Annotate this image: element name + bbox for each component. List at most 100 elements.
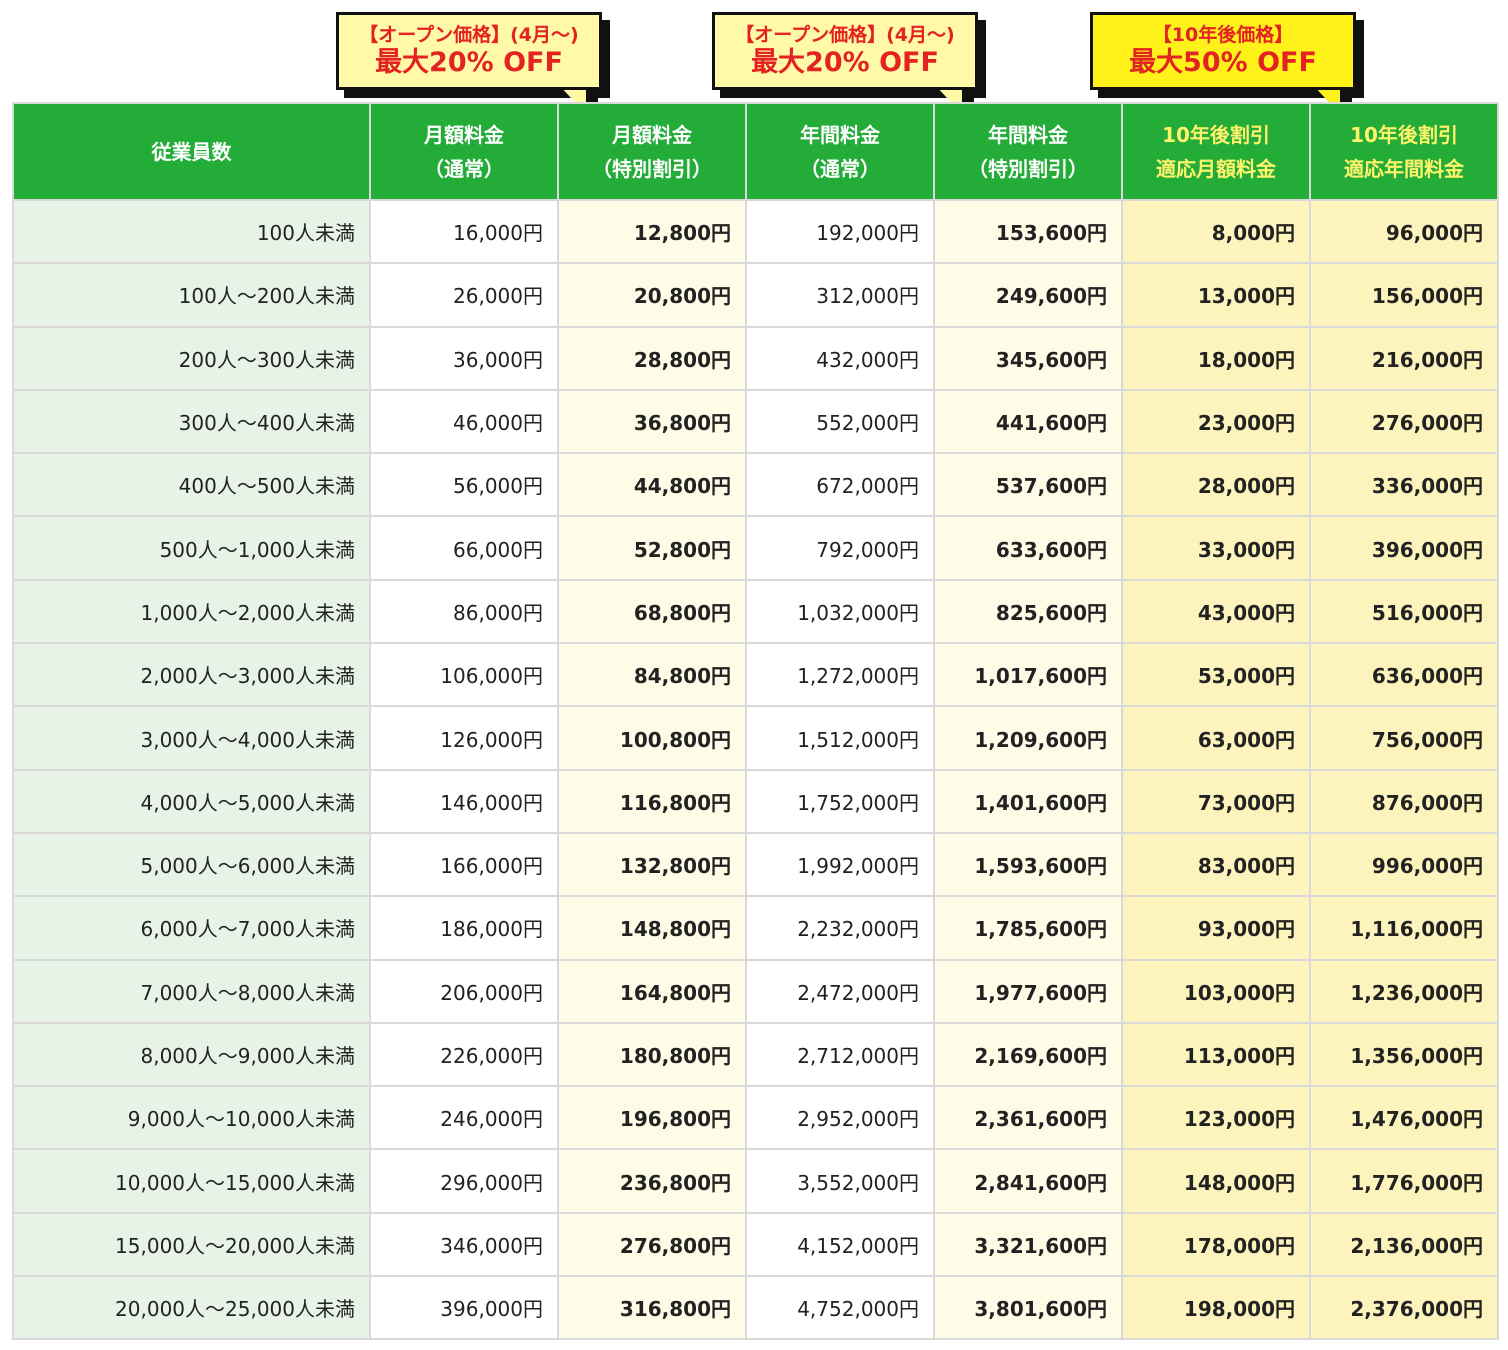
cell-ten-year-annual: 2,136,000円 bbox=[1309, 1211, 1499, 1278]
table-row: 400人～500人未満 56,000円 44,800円 672,000円 537,600… bbox=[12, 452, 1499, 518]
header-employees: 従業員数 bbox=[12, 102, 371, 201]
cell-ten-year-monthly: 8,000円 bbox=[1121, 198, 1311, 265]
header-annual-special: 年間料金 （特別割引） bbox=[933, 102, 1123, 201]
cell-annual-normal: 1,032,000円 bbox=[745, 578, 935, 645]
cell-employees: 3,000人～4,000人未満 bbox=[12, 705, 371, 771]
cell-employees: 9,000人～10,000人未満 bbox=[12, 1085, 371, 1151]
cell-monthly-normal: 26,000円 bbox=[369, 262, 559, 328]
header-ten-year-annual: 10年後割引 適応年間料金 bbox=[1309, 102, 1499, 201]
table-row: 8,000人～9,000人未満 226,000円 180,800円 2,712,000… bbox=[12, 1021, 1499, 1088]
cell-monthly-normal: 46,000円 bbox=[369, 388, 559, 455]
callout-discount: 最大50% OFF bbox=[1129, 47, 1317, 78]
cell-ten-year-annual: 756,000円 bbox=[1309, 705, 1499, 771]
cell-ten-year-monthly: 73,000円 bbox=[1121, 768, 1311, 834]
cell-monthly-normal: 56,000円 bbox=[369, 452, 559, 518]
cell-monthly-special: 12,800円 bbox=[557, 198, 747, 265]
cell-ten-year-monthly: 83,000円 bbox=[1121, 831, 1311, 898]
cell-annual-special: 153,600円 bbox=[933, 198, 1123, 265]
cell-monthly-normal: 226,000円 bbox=[369, 1021, 559, 1088]
cell-monthly-special: 132,800円 bbox=[557, 831, 747, 898]
cell-annual-special: 1,593,600円 bbox=[933, 831, 1123, 898]
pricing-table: 従業員数 月額料金 （通常） 月額料金 （特別割引） 年間料金 （通常） 年間料金 （特… bbox=[12, 102, 1499, 1341]
callout-box: 【オープン価格】(4月～) 最大20% OFF bbox=[712, 12, 978, 90]
table-row: 10,000人～15,000人未満 296,000円 236,800円 3,552,0… bbox=[12, 1148, 1499, 1214]
cell-ten-year-annual: 516,000円 bbox=[1309, 578, 1499, 645]
cell-monthly-normal: 16,000円 bbox=[369, 198, 559, 265]
cell-monthly-normal: 166,000円 bbox=[369, 831, 559, 898]
cell-ten-year-annual: 216,000円 bbox=[1309, 325, 1499, 391]
cell-annual-normal: 1,752,000円 bbox=[745, 768, 935, 834]
cell-employees: 10,000人～15,000人未満 bbox=[12, 1148, 371, 1214]
cell-annual-special: 537,600円 bbox=[933, 452, 1123, 518]
cell-ten-year-annual: 156,000円 bbox=[1309, 262, 1499, 328]
cell-ten-year-monthly: 33,000円 bbox=[1121, 515, 1311, 581]
header-ten-year-monthly: 10年後割引 適応月額料金 bbox=[1121, 102, 1311, 201]
cell-ten-year-monthly: 63,000円 bbox=[1121, 705, 1311, 771]
callout-box: 【オープン価格】(4月～) 最大20% OFF bbox=[336, 12, 602, 90]
cell-monthly-special: 164,800円 bbox=[557, 958, 747, 1024]
cell-annual-special: 2,169,600円 bbox=[933, 1021, 1123, 1088]
cell-monthly-special: 148,800円 bbox=[557, 895, 747, 961]
table-row: 3,000人～4,000人未満 126,000円 100,800円 1,512,000… bbox=[12, 705, 1499, 771]
cell-employees: 1,000人～2,000人未満 bbox=[12, 578, 371, 645]
cell-annual-normal: 3,552,000円 bbox=[745, 1148, 935, 1214]
cell-monthly-normal: 126,000円 bbox=[369, 705, 559, 771]
table-row: 2,000人～3,000人未満 106,000円 84,800円 1,272,000円… bbox=[12, 642, 1499, 708]
cell-ten-year-monthly: 93,000円 bbox=[1121, 895, 1311, 961]
cell-monthly-normal: 396,000円 bbox=[369, 1275, 559, 1341]
cell-monthly-normal: 246,000円 bbox=[369, 1085, 559, 1151]
cell-ten-year-annual: 1,476,000円 bbox=[1309, 1085, 1499, 1151]
callout-discount: 最大20% OFF bbox=[751, 47, 939, 78]
cell-ten-year-annual: 996,000円 bbox=[1309, 831, 1499, 898]
table-row: 300人～400人未満 46,000円 36,800円 552,000円 441,600… bbox=[12, 388, 1499, 455]
cell-monthly-special: 28,800円 bbox=[557, 325, 747, 391]
cell-annual-special: 441,600円 bbox=[933, 388, 1123, 455]
cell-annual-special: 1,977,600円 bbox=[933, 958, 1123, 1024]
cell-ten-year-monthly: 53,000円 bbox=[1121, 642, 1311, 708]
cell-employees: 300人～400人未満 bbox=[12, 388, 371, 455]
table-row: 200人～300人未満 36,000円 28,800円 432,000円 345,600… bbox=[12, 325, 1499, 391]
cell-annual-normal: 432,000円 bbox=[745, 325, 935, 391]
cell-employees: 400人～500人未満 bbox=[12, 452, 371, 518]
cell-monthly-normal: 86,000円 bbox=[369, 578, 559, 645]
cell-employees: 200人～300人未満 bbox=[12, 325, 371, 391]
cell-employees: 500人～1,000人未満 bbox=[12, 515, 371, 581]
cell-employees: 8,000人～9,000人未満 bbox=[12, 1021, 371, 1088]
cell-ten-year-monthly: 13,000円 bbox=[1121, 262, 1311, 328]
header-annual-normal: 年間料金 （通常） bbox=[745, 102, 935, 201]
cell-monthly-normal: 66,000円 bbox=[369, 515, 559, 581]
cell-ten-year-monthly: 103,000円 bbox=[1121, 958, 1311, 1024]
cell-annual-normal: 4,152,000円 bbox=[745, 1211, 935, 1278]
cell-monthly-special: 196,800円 bbox=[557, 1085, 747, 1151]
cell-ten-year-monthly: 198,000円 bbox=[1121, 1275, 1311, 1341]
cell-employees: 15,000人～20,000人未満 bbox=[12, 1211, 371, 1278]
cell-employees: 4,000人～5,000人未満 bbox=[12, 768, 371, 834]
cell-monthly-normal: 36,000円 bbox=[369, 325, 559, 391]
table-row: 4,000人～5,000人未満 146,000円 116,800円 1,752,000… bbox=[12, 768, 1499, 834]
cell-monthly-special: 44,800円 bbox=[557, 452, 747, 518]
cell-ten-year-annual: 336,000円 bbox=[1309, 452, 1499, 518]
header-monthly-normal: 月額料金 （通常） bbox=[369, 102, 559, 201]
cell-monthly-special: 236,800円 bbox=[557, 1148, 747, 1214]
cell-annual-normal: 2,712,000円 bbox=[745, 1021, 935, 1088]
callout-annual-open-price: 【オープン価格】(4月～) 最大20% OFF bbox=[712, 12, 986, 122]
cell-annual-normal: 312,000円 bbox=[745, 262, 935, 328]
cell-ten-year-annual: 876,000円 bbox=[1309, 768, 1499, 834]
callout-discount: 最大20% OFF bbox=[375, 47, 563, 78]
cell-monthly-normal: 206,000円 bbox=[369, 958, 559, 1024]
callout-ten-year-price: 【10年後価格】 最大50% OFF bbox=[1090, 12, 1364, 122]
cell-monthly-special: 20,800円 bbox=[557, 262, 747, 328]
cell-annual-normal: 2,472,000円 bbox=[745, 958, 935, 1024]
cell-ten-year-annual: 636,000円 bbox=[1309, 642, 1499, 708]
cell-annual-normal: 192,000円 bbox=[745, 198, 935, 265]
cell-annual-normal: 1,992,000円 bbox=[745, 831, 935, 898]
cell-ten-year-annual: 276,000円 bbox=[1309, 388, 1499, 455]
callout-box: 【10年後価格】 最大50% OFF bbox=[1090, 12, 1356, 90]
cell-annual-normal: 2,952,000円 bbox=[745, 1085, 935, 1151]
cell-annual-special: 2,361,600円 bbox=[933, 1085, 1123, 1151]
table-row: 15,000人～20,000人未満 346,000円 276,800円 4,152,0… bbox=[12, 1211, 1499, 1278]
cell-monthly-normal: 186,000円 bbox=[369, 895, 559, 961]
cell-annual-special: 633,600円 bbox=[933, 515, 1123, 581]
cell-annual-special: 2,841,600円 bbox=[933, 1148, 1123, 1214]
cell-employees: 5,000人～6,000人未満 bbox=[12, 831, 371, 898]
